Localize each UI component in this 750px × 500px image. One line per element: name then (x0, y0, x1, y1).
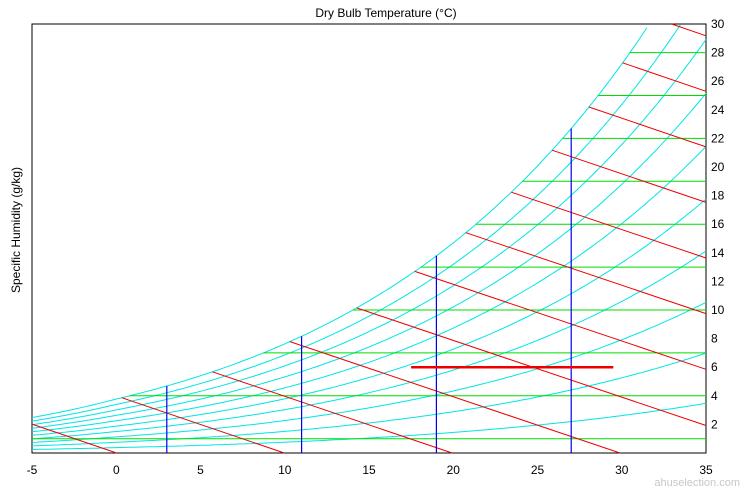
enthalpy-line-80 (551, 149, 707, 203)
y-tick-label: 20 (711, 160, 725, 174)
dry-bulb-markers (166, 128, 572, 453)
rh-curves (31, 24, 707, 450)
enthalpy-line-20 (212, 371, 453, 454)
enthalpy-line-60 (465, 232, 707, 315)
x-tick-labels: -5 0 5 10 15 20 25 30 35 (27, 463, 713, 477)
enthalpy-line-10 (121, 397, 285, 454)
y-tick-label: 26 (711, 74, 725, 88)
rh-curve-10 (31, 402, 707, 450)
rh-curve-60 (31, 146, 707, 433)
rh-curve-100 (31, 27, 648, 419)
enthalpy-line-30 (289, 341, 621, 454)
x-tick-label: -5 (27, 463, 38, 477)
y-tick-label: 24 (711, 103, 725, 117)
y-tick-label: 8 (711, 332, 718, 346)
rh-curve-40 (31, 250, 707, 440)
y-tick-label: 30 (711, 17, 725, 31)
enthalpy-line-50 (414, 270, 707, 370)
x-tick-label: 0 (113, 463, 120, 477)
enthalpy-line-100 (622, 62, 707, 92)
y-tick-label: 16 (711, 217, 725, 231)
y-tick-label: 2 (711, 417, 718, 431)
enthalpy-line-0 (31, 423, 117, 454)
y-tick-label: 22 (711, 131, 725, 145)
x-tick-label: 5 (197, 463, 204, 477)
rh-curve-70 (31, 92, 707, 429)
y-tick-label: 18 (711, 189, 725, 203)
enthalpy-line-70 (511, 191, 707, 259)
x-tick-label: 10 (278, 463, 292, 477)
rh-curve-50 (31, 198, 707, 436)
y-tick-label: 28 (711, 46, 725, 60)
rh-curve-20 (31, 352, 707, 447)
y-tick-label: 6 (711, 360, 718, 374)
chart-title: Dry Bulb Temperature (°C) (315, 6, 456, 20)
y-tick-label: 4 (711, 389, 718, 403)
x-tick-label: 25 (531, 463, 545, 477)
x-tick-label: 15 (362, 463, 376, 477)
x-tick-label: 20 (447, 463, 461, 477)
rh-curve-80 (31, 39, 707, 426)
y-axis-label: Specific Humidity (g/kg) (9, 167, 23, 293)
plot-area (31, 23, 707, 454)
y-tick-label: 14 (711, 246, 725, 260)
rh-curve-30 (31, 301, 707, 443)
x-tick-label: 30 (615, 463, 629, 477)
y-tick-label: 12 (711, 274, 725, 288)
rh-curve-90 (31, 24, 682, 422)
y-tick-label: 10 (711, 303, 725, 317)
enthalpy-line-90 (588, 106, 707, 148)
x-tick-label: 35 (699, 463, 713, 477)
enthalpy-line-110 (671, 23, 707, 37)
watermark: ahuselection.com (654, 477, 740, 489)
